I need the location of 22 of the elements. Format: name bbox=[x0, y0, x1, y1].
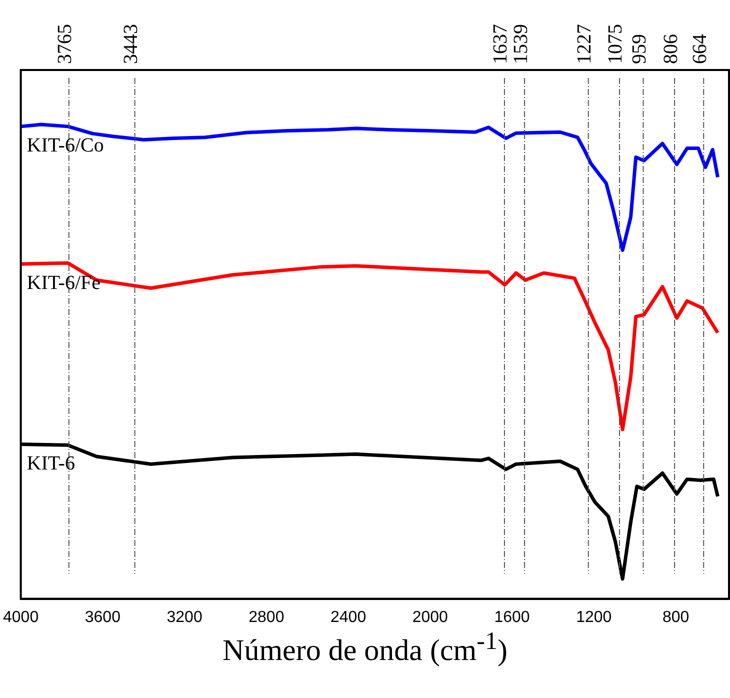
ref-line-label: 1539 bbox=[510, 24, 532, 64]
series-label: KIT-6 bbox=[26, 452, 75, 474]
ref-line-label: 1227 bbox=[574, 24, 596, 64]
ref-line-label: 959 bbox=[628, 34, 650, 64]
ref-line-label: 664 bbox=[688, 34, 711, 64]
x-tick-label: 2800 bbox=[248, 608, 284, 626]
ref-line-label: 806 bbox=[660, 34, 682, 64]
x-tick-label: 4000 bbox=[3, 608, 39, 626]
x-tick-label: 800 bbox=[662, 608, 690, 626]
ref-line-label: 3443 bbox=[120, 24, 142, 64]
x-tick-label: 3200 bbox=[166, 608, 202, 626]
series-label: KIT-6/Co bbox=[26, 134, 104, 157]
ref-line-label: 1637 bbox=[490, 24, 512, 64]
x-tick-label: 2000 bbox=[412, 608, 448, 626]
ref-line-label: 1075 bbox=[604, 24, 627, 64]
x-tick-label: 1200 bbox=[576, 608, 612, 626]
ref-line-label: 3765 bbox=[54, 24, 76, 64]
series-label: KIT-6/Fe bbox=[26, 272, 101, 294]
x-axis-title: Número de onda (cm$^{-1}$) bbox=[222, 628, 508, 668]
x-tick-label: 2400 bbox=[330, 608, 366, 626]
x-tick-label: 1600 bbox=[494, 608, 530, 626]
x-tick-label: 3600 bbox=[84, 608, 121, 626]
